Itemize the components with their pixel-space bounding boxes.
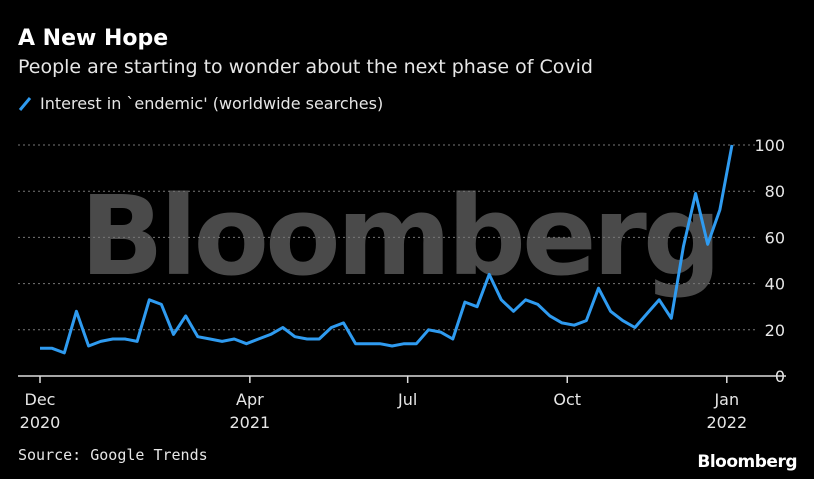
y-tick-label: 80 <box>765 182 785 201</box>
legend: Interest in `endemic' (worldwide searche… <box>18 94 383 113</box>
y-tick-label: 20 <box>765 321 785 340</box>
series-line <box>40 144 734 355</box>
x-tick-label: Apr <box>236 390 264 409</box>
series-group <box>40 144 734 355</box>
x-tick-year-label: 2022 <box>706 413 747 432</box>
x-tick-year-label: 2020 <box>20 413 61 432</box>
legend-label: Interest in `endemic' (worldwide searche… <box>40 94 384 113</box>
x-tick-label: Dec <box>25 390 56 409</box>
legend-line-icon <box>18 96 32 111</box>
x-axis: Dec 2020 Apr 2021 Jul Oct Jan 2022 <box>18 375 786 432</box>
x-tick-label: Oct <box>553 390 581 409</box>
x-tick-label: Jul <box>397 390 417 409</box>
x-tick-year-label: 2021 <box>229 413 270 432</box>
x-tick-label: Jan <box>713 390 739 409</box>
bloomberg-logo: Bloomberg <box>697 452 797 472</box>
y-tick-label: 40 <box>765 275 785 294</box>
bloomberg-watermark: Bloomberg <box>80 172 722 300</box>
grid-lines <box>18 144 755 331</box>
chart-subtitle: People are starting to wonder about the … <box>18 56 593 78</box>
y-tick-label: 60 <box>765 228 785 247</box>
source-note: Source: Google Trends <box>18 446 208 464</box>
y-tick-label: 100 <box>754 136 785 155</box>
chart-title: A New Hope <box>18 26 169 51</box>
